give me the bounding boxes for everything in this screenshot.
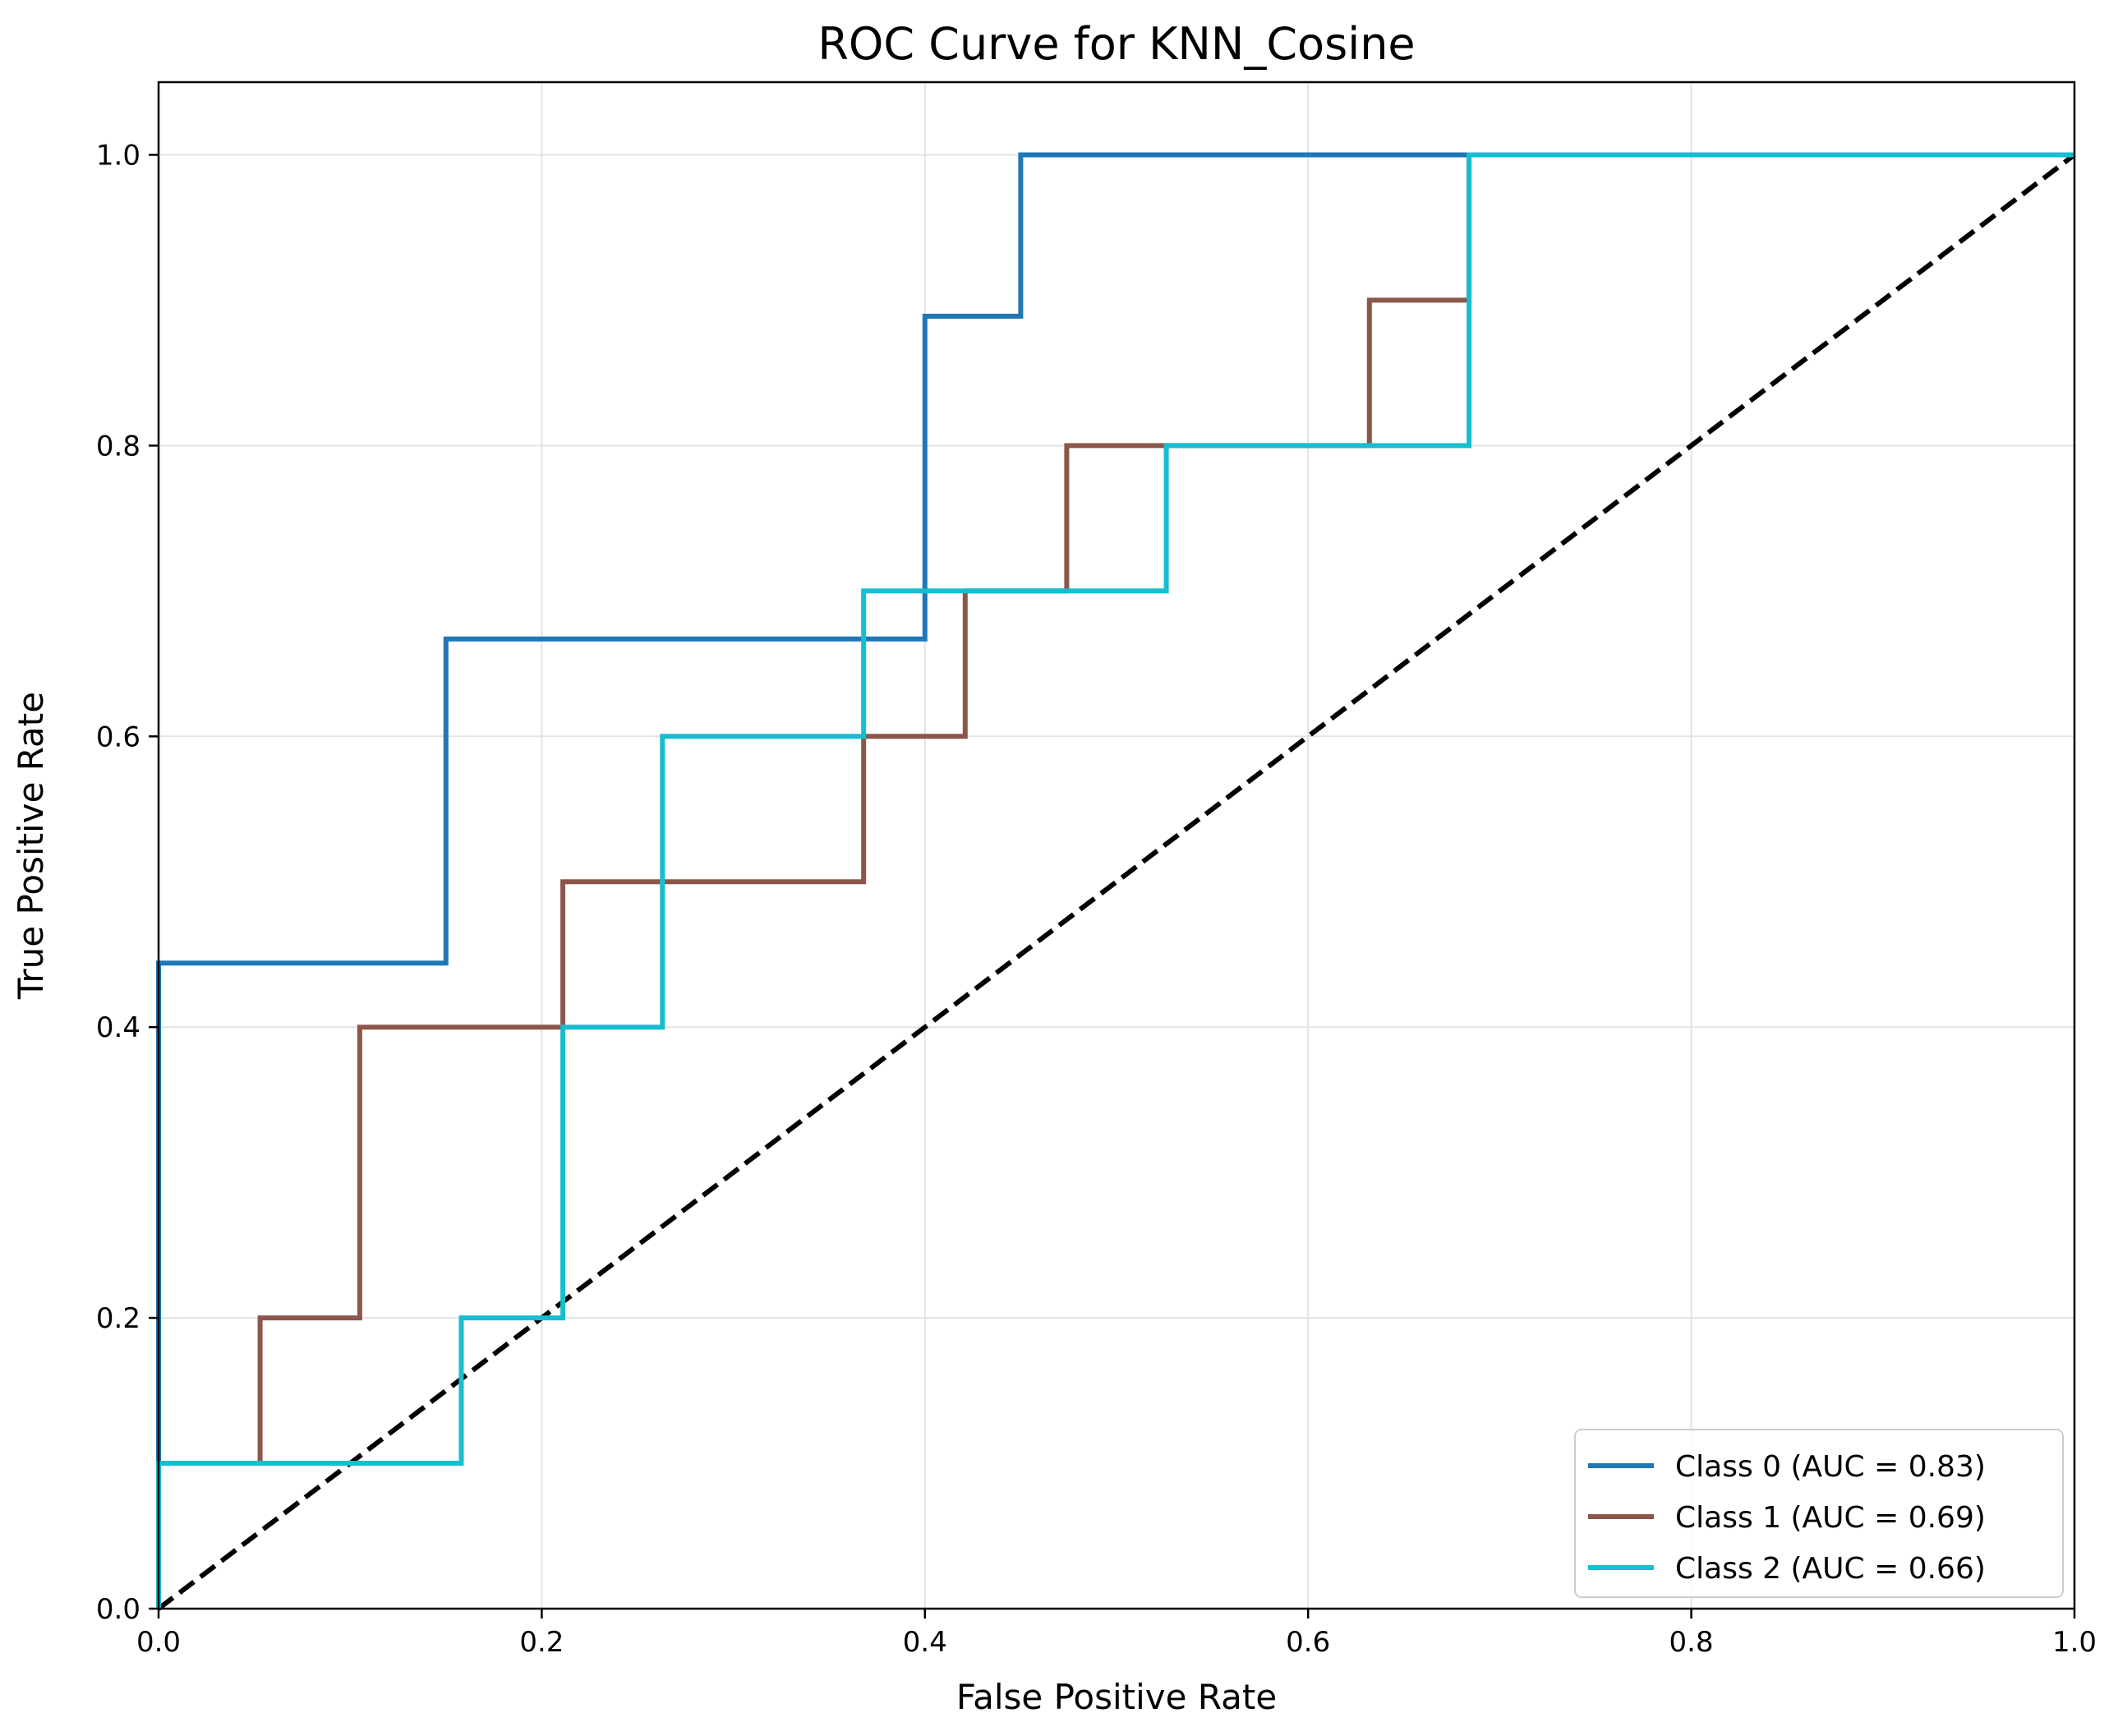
ticks: 0.0 0.2 0.4 0.6 0.8 1.0 0.0 0.2 0.4 0.6 0.8 1.0 xyxy=(96,139,2097,1659)
y-tick-label: 0.6 xyxy=(96,721,140,753)
roc-series-class-0 xyxy=(156,152,2074,1609)
legend-box xyxy=(1574,1429,2064,1598)
legend-entry-0: Class 0 (AUC = 0.83) xyxy=(1675,1450,1986,1484)
legend-entry-2: Class 2 (AUC = 0.66) xyxy=(1675,1552,1986,1586)
x-tick-label: 0.4 xyxy=(903,1626,947,1659)
reference-line-layer xyxy=(157,153,2076,1611)
y-tick-label: 0.8 xyxy=(96,430,140,463)
chance-reference-line xyxy=(157,153,2076,1611)
roc-series-class-2 xyxy=(156,152,2074,1609)
y-axis-label: True Positive Rate xyxy=(11,692,51,1000)
x-tick-label: 0.0 xyxy=(136,1626,181,1659)
y-tick-label: 0.2 xyxy=(96,1302,140,1335)
legend-entry-1: Class 1 (AUC = 0.69) xyxy=(1675,1501,1986,1535)
y-tick-label: 0.4 xyxy=(96,1011,140,1044)
x-tick-label: 0.2 xyxy=(519,1626,564,1659)
plot-frame xyxy=(157,81,2076,1610)
legend: Class 0 (AUC = 0.83) Class 1 (AUC = 0.69)… xyxy=(1574,1429,2064,1598)
y-tick-label: 1.0 xyxy=(96,139,140,172)
x-tick-label: 0.6 xyxy=(1286,1626,1330,1659)
y-tick-label: 0.0 xyxy=(96,1593,140,1626)
series-layer xyxy=(156,152,2074,1609)
chart-title: ROC Curve for KNN_Cosine xyxy=(817,18,1415,70)
x-axis-label: False Positive Rate xyxy=(956,1677,1277,1717)
x-tick-label: 0.8 xyxy=(1669,1626,1714,1659)
x-tick-label: 1.0 xyxy=(2052,1626,2097,1659)
